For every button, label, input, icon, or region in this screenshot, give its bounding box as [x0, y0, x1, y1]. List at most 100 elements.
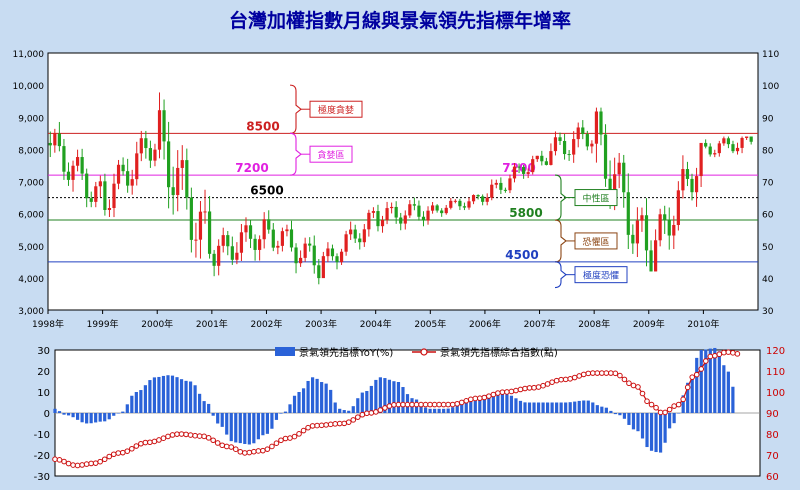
candle-body	[704, 142, 708, 147]
composite-point	[540, 382, 546, 389]
right-axis-tick-label: 110	[762, 50, 779, 60]
composite-point	[657, 409, 664, 416]
composite-point	[585, 370, 592, 377]
composite-point	[368, 410, 375, 416]
composite-point	[594, 370, 601, 376]
candle-body	[421, 216, 426, 221]
candlestick-series	[48, 92, 753, 285]
composite-point	[210, 437, 216, 444]
yoy-bar	[112, 413, 116, 416]
composite-point	[341, 420, 348, 427]
yoy-bar	[419, 403, 423, 413]
reference-line-label-4500: 4500	[505, 248, 538, 262]
lower-legend: 景氣領先指標YoY(%) 景氣領先指標綜合指數(點)	[275, 346, 558, 359]
candle-body	[649, 250, 653, 272]
composite-point	[70, 462, 76, 468]
candle-body	[289, 229, 294, 248]
composite-point	[725, 349, 732, 355]
composite-point	[675, 401, 682, 408]
composite-point	[124, 448, 131, 454]
yoy-bar	[283, 411, 288, 413]
yoy-bar	[527, 402, 532, 413]
yoy-bar	[658, 413, 663, 453]
composite-point	[635, 384, 641, 390]
yoy-bar	[690, 376, 694, 413]
composite-point	[223, 443, 230, 450]
composite-point	[698, 366, 705, 372]
candle-body	[194, 239, 198, 241]
lower-left-tick-label: 0	[44, 409, 50, 420]
zone-label-box	[574, 266, 628, 284]
composite-point	[345, 419, 352, 425]
lower-left-tick-label: 30	[37, 346, 50, 357]
yoy-bar	[125, 404, 129, 413]
candle-body	[326, 248, 330, 257]
candle-body	[98, 181, 102, 187]
candle-body	[367, 212, 371, 230]
composite-point	[490, 391, 497, 398]
yoy-bar	[708, 348, 712, 413]
candle-body	[103, 181, 107, 210]
composite-point	[332, 421, 338, 427]
zone-label: 極度恐懼	[583, 270, 619, 282]
composite-point	[472, 395, 479, 402]
candle-body	[731, 144, 735, 152]
candle-body	[699, 142, 703, 177]
candle-body	[139, 138, 143, 154]
yoy-bar	[536, 402, 541, 413]
composite-point	[526, 385, 533, 391]
zone-label-box	[574, 232, 618, 250]
yoy-bar	[152, 377, 157, 413]
candle-body	[107, 208, 112, 210]
candle-body	[312, 245, 316, 266]
candle-body	[426, 210, 430, 221]
candle-body	[198, 211, 203, 240]
yoy-bar	[270, 413, 274, 429]
yoy-bar	[229, 413, 233, 442]
yoy-bar	[541, 402, 545, 413]
yoy-bar	[324, 383, 328, 413]
candle-body	[276, 245, 280, 248]
composite-point	[684, 384, 691, 391]
composite-point	[147, 439, 153, 446]
candle-body	[148, 148, 153, 161]
composite-point	[517, 386, 524, 393]
yoy-bar	[559, 402, 563, 413]
lower-left-tick-label: 20	[37, 367, 50, 378]
composite-point	[192, 432, 198, 439]
lower-left-tick-label: -30	[34, 472, 50, 483]
composite-point	[119, 449, 126, 456]
upper-plot-area	[47, 52, 759, 311]
composite-point	[504, 389, 510, 395]
candle-body	[371, 211, 376, 213]
composite-point	[101, 456, 108, 463]
yoy-bar	[175, 377, 179, 413]
composite-point	[282, 435, 289, 442]
candle-body	[558, 137, 562, 141]
candle-body	[349, 229, 353, 235]
yoy-bar	[184, 380, 188, 413]
x-axis-tick-label: 2005年	[414, 318, 446, 330]
yoy-bar	[207, 403, 211, 413]
yoy-bar	[301, 388, 306, 413]
candle-body	[66, 171, 71, 180]
yoy-bar	[595, 405, 599, 413]
chart-title: 台灣加權指數月線與景氣領先指標年增率	[229, 9, 571, 32]
yoy-bar	[704, 349, 708, 413]
x-axis-tick-label: 2003年	[305, 318, 337, 330]
candle-body	[167, 141, 171, 188]
yoy-bar	[568, 402, 572, 413]
yoy-bar	[586, 400, 590, 413]
candle-body	[130, 179, 134, 186]
x-axis-tick-label: 2007年	[524, 318, 556, 330]
candle-body	[48, 142, 52, 146]
composite-point	[413, 401, 420, 408]
composite-point	[621, 376, 628, 383]
x-axis-tick-label: 1999年	[87, 318, 119, 330]
candle-body	[594, 111, 599, 144]
composite-point	[531, 384, 537, 391]
lower-right-tick-label: 120	[766, 346, 785, 357]
composite-point	[61, 458, 67, 465]
candle-body	[617, 162, 621, 175]
composite-point	[88, 460, 94, 467]
